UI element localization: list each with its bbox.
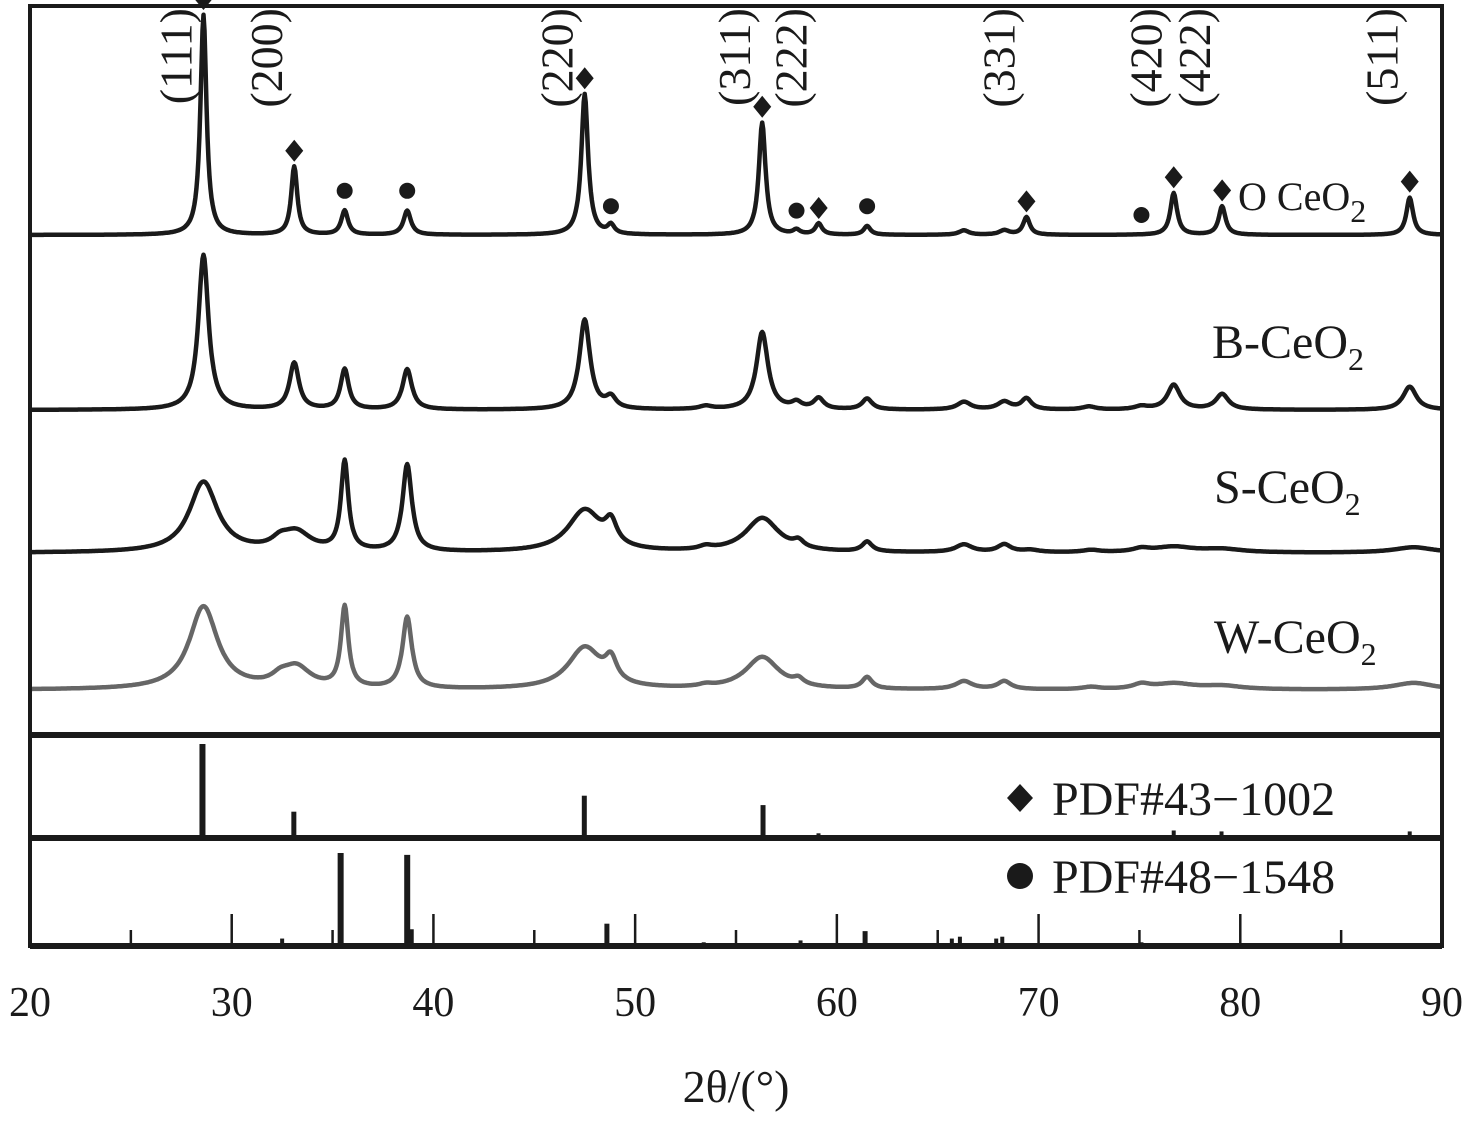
reference-panels: PDF#43−1002 PDF#48−1548	[30, 732, 1442, 949]
x-tick-label: 50	[614, 980, 656, 1026]
series-line-3	[28, 602, 1444, 692]
x-tick-label: 70	[1018, 980, 1060, 1026]
diamond-marker	[1017, 190, 1036, 213]
series-label-1: B-CeO2	[1212, 316, 1364, 377]
miller-index-1: (200)	[241, 8, 292, 108]
diamond-marker	[1400, 170, 1419, 193]
circle-marker	[602, 198, 619, 215]
series-line-1	[28, 252, 1444, 412]
reference-label-1: PDF#48−1548	[1052, 851, 1335, 904]
phase-markers	[195, 0, 1419, 223]
series-label-2: S-CeO2	[1214, 461, 1361, 522]
diamond-marker	[753, 95, 772, 118]
circle-marker	[1133, 207, 1150, 223]
circle-marker	[788, 202, 805, 219]
x-tick-label: 90	[1421, 980, 1463, 1026]
circle-marker	[859, 198, 876, 215]
circle-marker	[399, 182, 416, 199]
x-tick-label: 80	[1219, 980, 1261, 1026]
miller-index-0: (111)	[150, 8, 201, 104]
diamond-marker	[575, 67, 594, 90]
x-axis: 20 30 40 50 60 70 80 90	[9, 4, 1463, 1026]
x-axis-title: 2θ/(°)	[683, 1061, 790, 1112]
series-label-subscript: 2	[1345, 486, 1361, 522]
series-label-main: O CeO	[1238, 174, 1350, 219]
series-label-subscript: 2	[1350, 193, 1366, 229]
miller-index-3: (311)	[709, 8, 760, 106]
legend-circle-icon	[1007, 863, 1033, 889]
series-label-subscript: 2	[1361, 636, 1377, 672]
pattern-panels	[28, 12, 1444, 692]
diamond-marker	[809, 197, 828, 219]
series-line-2	[28, 457, 1444, 555]
x-tick-label: 60	[816, 980, 858, 1026]
series-label-main: B-CeO	[1212, 316, 1348, 369]
circle-marker	[336, 182, 353, 199]
miller-index-4: (222)	[766, 8, 817, 108]
miller-index-7: (422)	[1169, 8, 1220, 108]
x-tick-label: 20	[9, 980, 51, 1026]
miller-index-8: (511)	[1357, 8, 1408, 106]
x-tick-label: 40	[412, 980, 454, 1026]
miller-index-5: (331)	[973, 8, 1024, 108]
miller-index-6: (420)	[1121, 8, 1172, 108]
miller-indices: (111) (200) (220) (311) (222) (331) (420)(422)…	[150, 8, 1407, 108]
x-tick-label: 30	[211, 980, 253, 1026]
legend-diamond-icon	[1007, 784, 1033, 812]
series-label-0: O CeO2	[1238, 174, 1366, 229]
diamond-marker	[1213, 179, 1232, 202]
series-line-0	[28, 12, 1444, 238]
series-label-subscript: 2	[1348, 341, 1364, 377]
series-label-main: W-CeO	[1214, 611, 1361, 664]
reference-label-0: PDF#43−1002	[1052, 773, 1335, 826]
series-label-main: S-CeO	[1214, 461, 1345, 514]
series-label-3: W-CeO2	[1214, 611, 1377, 672]
diamond-marker	[1164, 166, 1183, 189]
diamond-marker	[285, 139, 304, 162]
miller-index-2: (220)	[532, 8, 583, 108]
